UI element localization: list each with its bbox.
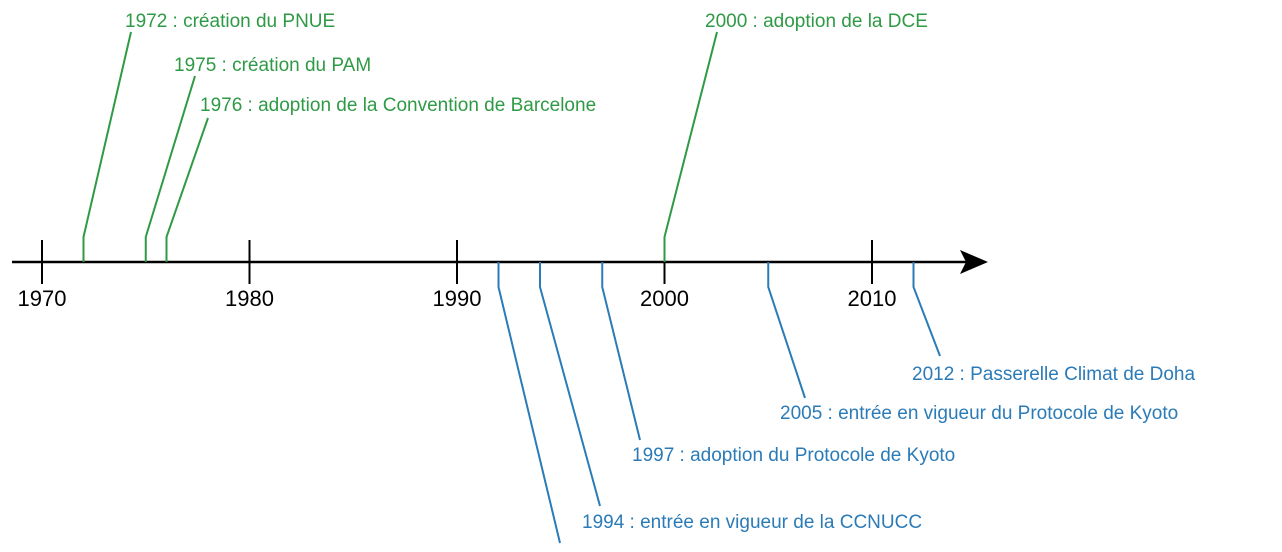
- event-label: 2005 : entrée en vigueur du Protocole de…: [780, 403, 1178, 424]
- year-label: 1970: [18, 286, 67, 311]
- year-label: 1980: [225, 286, 274, 311]
- event-leader: [165, 117, 209, 262]
- event-leader: [497, 262, 561, 544]
- event-label: 2000 : adoption de la DCE: [705, 11, 928, 32]
- event-leader: [601, 262, 641, 441]
- event-leader: [539, 262, 601, 507]
- event-leader: [912, 262, 941, 357]
- axis-arrow: [960, 250, 988, 274]
- event-label: 1997 : adoption du Protocole de Kyoto: [632, 445, 955, 466]
- year-label: 1990: [433, 286, 482, 311]
- event-leader: [82, 31, 132, 262]
- event-label: 1972 : création du PNUE: [125, 11, 335, 32]
- event-label: 1975 : création du PAM: [174, 55, 371, 76]
- event-label: 1976 : adoption de la Convention de Barc…: [200, 95, 596, 116]
- event-leader: [144, 75, 196, 262]
- event-label: 2012 : Passerelle Climat de Doha: [912, 364, 1195, 385]
- event-leader: [663, 31, 718, 262]
- year-label: 2010: [848, 286, 897, 311]
- event-label: 1994 : entrée en vigueur de la CCNUCC: [582, 512, 922, 533]
- event-leader: [767, 262, 806, 399]
- year-label: 2000: [640, 286, 689, 311]
